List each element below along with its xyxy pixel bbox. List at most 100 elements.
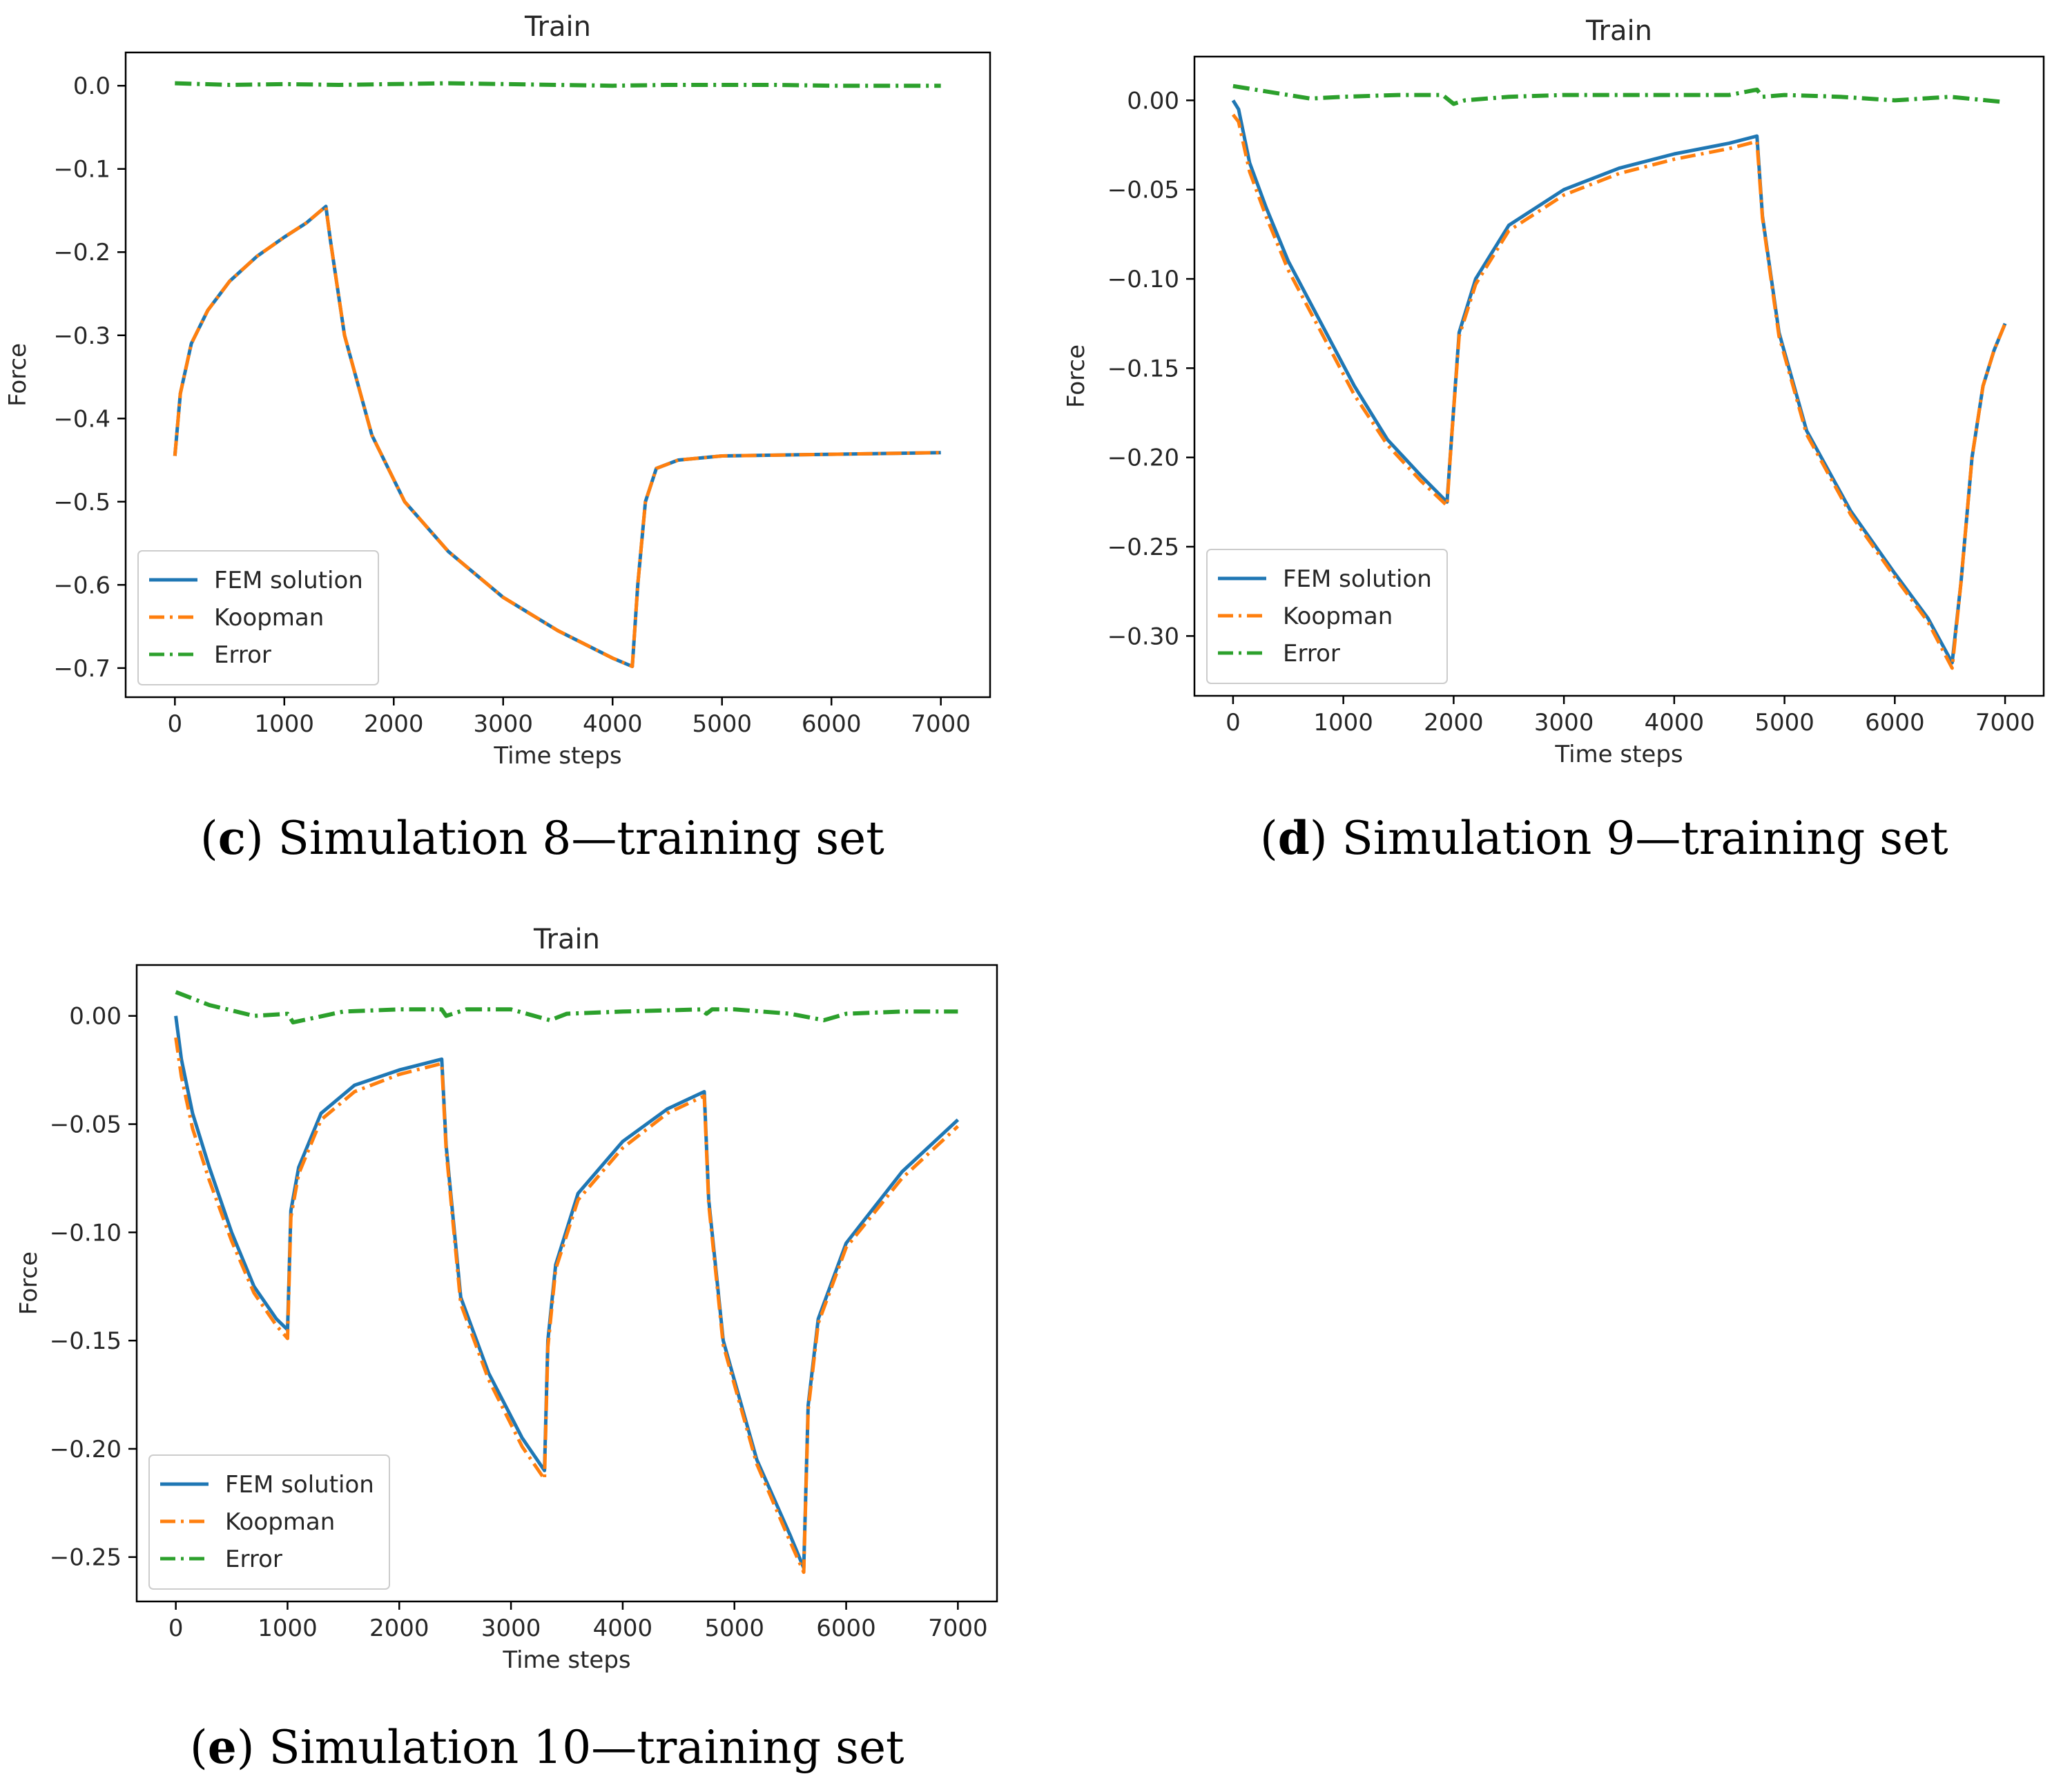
y-tick-label: −0.4 xyxy=(53,405,110,433)
chart-svg: Train 0 1000 2000 3000 4000 5000 6000 7000 0.00 −0… xyxy=(1063,15,2045,768)
x-tick-label: 5000 xyxy=(692,710,752,738)
x-tick-label: 3000 xyxy=(473,710,533,738)
legend-label: FEM solution xyxy=(225,1471,374,1499)
chart-title: Train xyxy=(1585,15,1652,47)
x-tick-label: 7000 xyxy=(928,1615,988,1642)
y-tick-label: −0.05 xyxy=(1107,177,1179,204)
legend-label: Koopman xyxy=(225,1508,335,1536)
legend: FEM solution Koopman Error xyxy=(1206,549,1448,684)
x-tick-label: 7000 xyxy=(1975,709,2035,737)
y-tick-label: −0.30 xyxy=(1107,623,1179,650)
caption-d: (d) Simulation 9—training set xyxy=(1260,811,1948,865)
legend-label: FEM solution xyxy=(1283,565,1432,593)
y-tick-label: −0.10 xyxy=(50,1219,122,1247)
series-line-koopman xyxy=(174,1037,960,1575)
caption-letter: d xyxy=(1277,811,1310,865)
x-tick-label: 3000 xyxy=(481,1615,541,1642)
caption-paren-close: ) xyxy=(245,812,264,865)
series-line-error xyxy=(175,990,958,1025)
x-tick-label: 2000 xyxy=(1424,709,1484,737)
caption-text: Simulation 9—training set xyxy=(1342,812,1948,865)
x-tick-label: 0 xyxy=(167,710,182,738)
caption-c: (c) Simulation 8—training set xyxy=(200,811,884,865)
caption-letter: c xyxy=(217,811,246,865)
x-tick-label: 6000 xyxy=(1865,709,1925,737)
axes-frame xyxy=(1193,55,2045,697)
x-tick-label: 2000 xyxy=(364,710,424,738)
y-axis-label: Force xyxy=(1063,344,1090,408)
x-tick-label: 6000 xyxy=(802,710,862,738)
legend-label: Koopman xyxy=(214,604,324,632)
y-tick-label: −0.6 xyxy=(53,572,110,599)
y-axis-label: Force xyxy=(15,1251,43,1315)
axes-frame xyxy=(135,964,998,1603)
y-tick-label: 0.00 xyxy=(1127,87,1179,115)
chart-panel-e: Train 0 1000 2000 3000 4000 5000 6000 7000 0.00 −0… xyxy=(0,904,1015,1705)
caption-text: Simulation 10—training set xyxy=(269,1721,904,1774)
x-tick-label: 5000 xyxy=(704,1615,764,1642)
y-tick-label: −0.25 xyxy=(50,1544,122,1572)
x-tick-label: 1000 xyxy=(255,710,315,738)
legend-label: Error xyxy=(225,1546,282,1573)
y-tick-label: −0.05 xyxy=(50,1111,122,1139)
y-tick-label: −0.25 xyxy=(1107,534,1179,561)
y-axis-label: Force xyxy=(4,343,32,407)
x-tick-label: 4000 xyxy=(583,710,643,738)
x-tick-label: 2000 xyxy=(369,1615,429,1642)
legend: FEM solution Koopman Error xyxy=(137,550,379,685)
legend-box xyxy=(137,550,379,685)
y-tick-label: −0.10 xyxy=(1107,266,1179,293)
y-tick-label: −0.15 xyxy=(50,1327,122,1355)
series-line-fem-solution xyxy=(174,1015,960,1570)
x-tick-label: 0 xyxy=(168,1615,184,1642)
series-line-koopman xyxy=(1231,113,2007,670)
legend: FEM solution Koopman Error xyxy=(148,1454,390,1590)
x-tick-label: 4000 xyxy=(1645,709,1705,737)
y-tick-label: −0.15 xyxy=(1107,355,1179,382)
y-tick-label: 0.00 xyxy=(69,1003,122,1031)
caption-paren-close: ) xyxy=(1309,812,1328,865)
chart-svg: Train 0 1000 2000 3000 4000 5000 6000 7000 0.0 −0.… xyxy=(4,11,991,770)
legend-label: FEM solution xyxy=(214,567,363,594)
legend-box xyxy=(1206,549,1448,684)
caption-e: (e) Simulation 10—training set xyxy=(190,1720,904,1774)
x-tick-label: 0 xyxy=(1226,709,1241,737)
x-tick-label: 1000 xyxy=(1313,709,1373,737)
caption-paren-close: ) xyxy=(236,1721,255,1774)
y-tick-label: −0.7 xyxy=(53,655,110,683)
caption-paren-open: ( xyxy=(200,812,218,865)
y-tick-label: −0.2 xyxy=(53,239,110,266)
x-tick-label: 7000 xyxy=(911,710,971,738)
legend-label: Error xyxy=(214,641,271,669)
chart-svg: Train 0 1000 2000 3000 4000 5000 6000 7000 0.00 −0… xyxy=(15,924,998,1674)
x-tick-label: 4000 xyxy=(593,1615,653,1642)
x-axis-label: Time steps xyxy=(1554,741,1683,768)
series-line-error xyxy=(175,81,941,88)
chart-panel-c: Train 0 1000 2000 3000 4000 5000 6000 7000 0.0 −0.… xyxy=(0,0,1008,787)
x-axis-label: Time steps xyxy=(502,1646,630,1674)
caption-paren-open: ( xyxy=(1260,812,1278,865)
x-tick-label: 1000 xyxy=(258,1615,318,1642)
y-tick-label: −0.20 xyxy=(50,1436,122,1463)
legend-label: Koopman xyxy=(1283,603,1393,630)
series-line-koopman xyxy=(173,204,941,668)
legend-box xyxy=(148,1454,390,1590)
x-tick-label: 6000 xyxy=(816,1615,876,1642)
x-tick-label: 5000 xyxy=(1754,709,1814,737)
x-axis-label: Time steps xyxy=(493,742,621,770)
axes-frame xyxy=(124,51,991,699)
chart-panel-d: Train 0 1000 2000 3000 4000 5000 6000 7000 0.00 −0… xyxy=(1036,0,2071,787)
chart-title: Train xyxy=(524,11,591,43)
series-line-error xyxy=(1232,84,2006,106)
y-tick-label: −0.1 xyxy=(53,156,110,184)
y-tick-label: 0.0 xyxy=(73,72,110,100)
caption-paren-open: ( xyxy=(190,1721,208,1774)
chart-title: Train xyxy=(533,924,600,955)
y-tick-label: −0.20 xyxy=(1107,445,1179,472)
series-line-fem-solution xyxy=(1231,99,2007,665)
x-tick-label: 3000 xyxy=(1534,709,1594,737)
legend-label: Error xyxy=(1283,640,1340,668)
y-tick-label: −0.3 xyxy=(53,322,110,350)
caption-text: Simulation 8—training set xyxy=(278,812,884,865)
